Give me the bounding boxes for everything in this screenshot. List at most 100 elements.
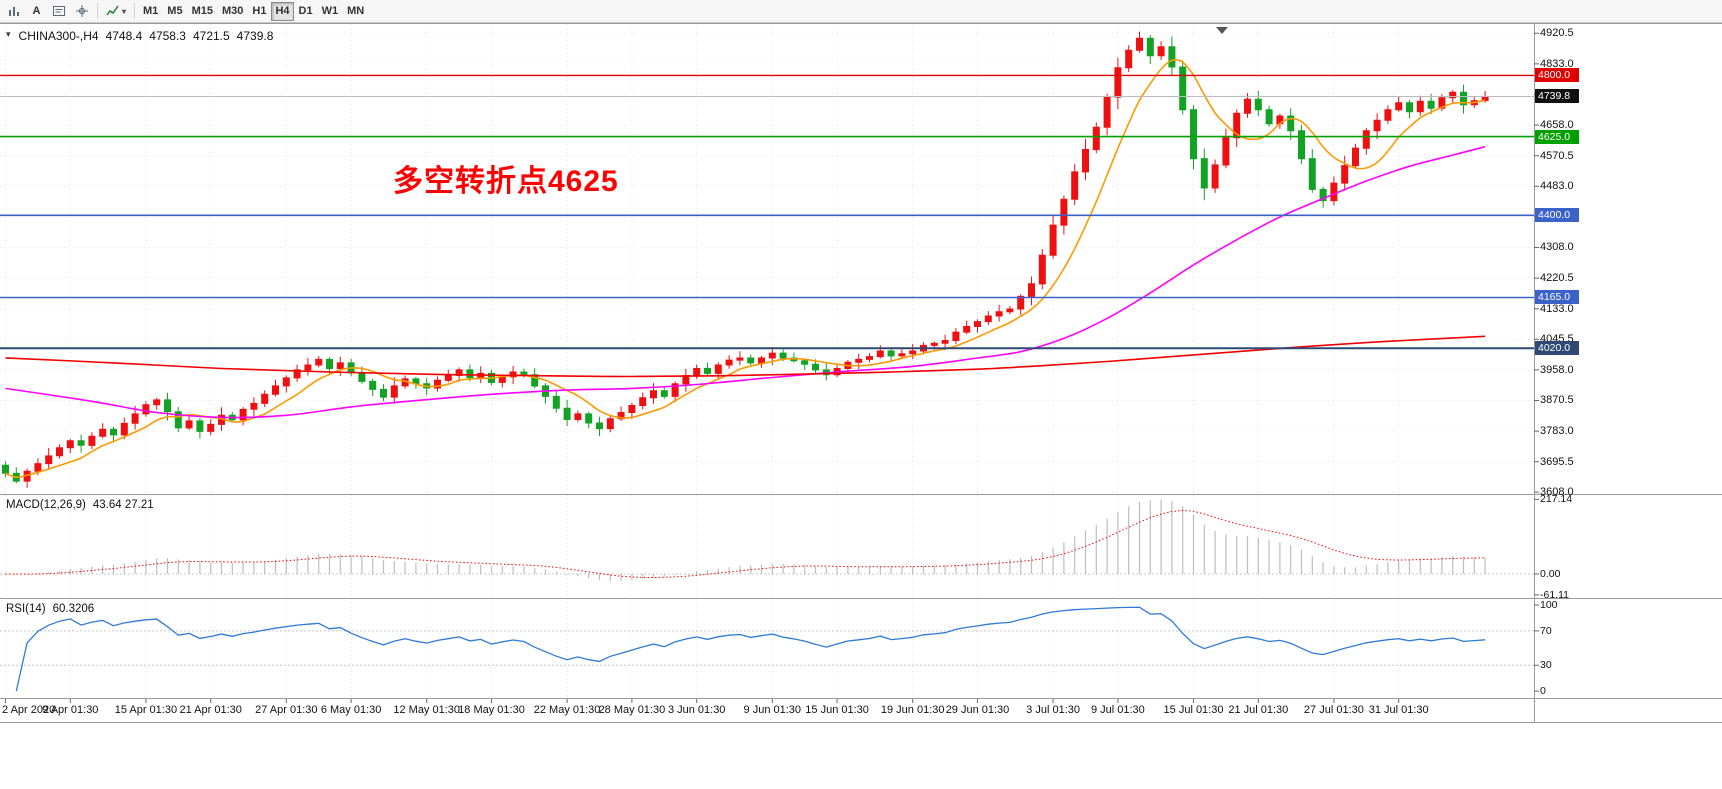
ma-fast-line[interactable] [5,59,1486,479]
timeframe-group: M1 M5 M15 M30 H1 H4 D1 W1 MN [139,1,368,21]
price-level-badge-4165.0[interactable]: 4165.0 [1535,290,1579,305]
price-tick-label: 4658.0 [1540,119,1574,132]
charts-tool-button[interactable] [3,2,25,21]
price-level-badge-4625.0[interactable]: 4625.0 [1535,129,1579,144]
rsi-value: 60.3206 [52,603,95,615]
price-axis[interactable]: 4920.54833.04745.54658.04570.54483.04395… [1535,0,1722,723]
rsi-axis-label: 0 [1540,685,1546,698]
timeframe-button-m15[interactable]: M15 [188,2,217,21]
timeframe-button-h1[interactable]: H1 [248,2,270,21]
indicator-line-icon [106,5,119,16]
price-tick-label: 4308.0 [1540,241,1574,254]
time-axis-label: 15 Jul 01:30 [1163,704,1224,716]
timeframe-button-d1[interactable]: D1 [295,2,317,21]
vertical-gridlines [5,24,1400,698]
rsi-label: RSI(14) [6,603,46,615]
macd-axis-label: -61.11 [1540,588,1569,601]
text-frame-icon [53,6,65,16]
panel-separators [0,23,1722,723]
ma-medium-line[interactable] [5,145,1486,419]
price-tick-label: 4920.5 [1540,27,1574,40]
time-axis-label: 3 Jun 01:30 [667,704,726,716]
timeframe-button-mn[interactable]: MN [343,2,368,21]
time-axis-label: 28 May 01:30 [598,704,666,716]
time-axis-label: 19 Jun 01:30 [880,704,945,716]
timeframe-button-w1[interactable]: W1 [318,2,343,21]
price-low: 4721.5 [192,29,230,43]
timeframe-button-m1[interactable]: M1 [139,2,162,21]
toolbar-separator [134,3,136,19]
macd-values: 43.64 27.21 [92,499,154,511]
symbol-title: CHINA300-,H4 [18,29,99,43]
timeframe-button-m30[interactable]: M30 [218,2,247,21]
rsi-axis-label: 30 [1540,659,1552,672]
chart-annotation-text[interactable]: 多空转折点4625 [393,165,619,198]
time-axis-label: 3 Jul 01:30 [1026,704,1081,716]
price-tick-label: 4570.5 [1540,149,1574,162]
chevron-down-icon: ▾ [122,6,127,16]
time-axis-label: 18 May 01:30 [458,704,525,716]
macd-axis-label: 0.00 [1540,567,1561,580]
price-level-badge-4800.0[interactable]: 4800.0 [1535,68,1579,83]
macd-label: MACD(12,26,9) [6,499,86,511]
rsi-axis-label: 70 [1540,624,1552,637]
price-tick-label: 3783.0 [1540,425,1574,438]
time-axis-label: 6 May 01:30 [320,704,382,716]
price-tick-label: 4483.0 [1540,180,1574,193]
time-axis-label: 22 May 01:30 [533,704,601,716]
text-frame-button[interactable] [48,2,70,21]
time-axis-label: 21 Apr 01:30 [179,704,242,716]
crosshair-button[interactable] [71,2,93,21]
price-close: 4739.8 [236,29,274,43]
macd-histogram [15,499,1486,581]
time-axis-label: 15 Apr 01:30 [114,704,178,716]
price-tick-label: 4133.0 [1540,302,1574,315]
crosshair-icon [76,5,88,17]
rsi-line [15,606,1486,692]
price-tick-label: 3958.0 [1540,363,1574,376]
price-tick-label: 3608.0 [1540,486,1574,499]
time-axis-label: 27 Jul 01:30 [1303,704,1364,716]
horizontal-gridlines [0,32,1534,493]
time-axis-label: 15 Jun 01:30 [805,704,869,716]
chart-symbol-header: ▾ CHINA300-,H4 4748.4 4758.3 4721.5 4739… [6,29,273,43]
toolbar: A ▾ M1 M5 M15 M30 H1 H4 D1 W1 MN [0,0,1722,23]
price-level-badge-4400.0[interactable]: 4400.0 [1535,208,1579,223]
indicators-dropdown-button[interactable]: ▾ [102,2,130,21]
time-axis-label: 2 Apr 2020 [2,704,56,716]
time-axis-label: 9 Apr 01:30 [42,704,99,716]
price-high: 4758.3 [149,29,186,43]
price-open: 4748.4 [105,29,143,43]
time-axis-label: 27 Apr 01:30 [255,704,318,716]
price-level-badge-4020.0[interactable]: 4020.0 [1535,341,1579,356]
time-axis-label: 9 Jun 01:30 [743,704,802,716]
collapse-chevron-icon[interactable]: ▾ [6,29,11,39]
candles-up [23,31,1489,488]
price-tick-label: 3870.5 [1540,394,1574,407]
macd-indicator-header: MACD(12,26,9) 43.64 27.21 [6,499,154,511]
current-price-badge[interactable]: 4739.8 [1535,89,1579,104]
time-axis-label: 31 Jul 01:30 [1368,704,1429,716]
text-annotation-button[interactable]: A [26,2,47,21]
ma-slow-line[interactable] [5,335,1486,378]
time-axis-label: 9 Jul 01:30 [1090,704,1145,716]
candles-down [2,35,1467,484]
time-axis-label: 21 Jul 01:30 [1228,704,1289,716]
rsi-indicator-header: RSI(14) 60.3206 [6,603,94,615]
timeframe-button-m5[interactable]: M5 [163,2,186,21]
time-axis[interactable]: 2 Apr 2020 9 Apr 01:30 15 Apr 01:30 21 Apr … [0,699,1534,723]
time-axis-label: 12 May 01:30 [393,704,461,716]
time-axis-label: 29 Jun 01:30 [945,704,1010,716]
price-tick-label: 4833.0 [1540,57,1574,70]
bar-chart-icon [9,7,19,16]
axis-tick-marks [5,32,1539,703]
macd-axis-label: 217.14 [1540,493,1573,506]
price-tick-label: 3695.5 [1540,455,1574,468]
timeframe-button-h4[interactable]: H4 [271,1,294,21]
macd-signal-line [5,509,1486,579]
toolbar-separator [97,3,98,19]
price-tick-label: 4220.5 [1540,272,1574,285]
chart-shift-marker[interactable] [1216,27,1228,34]
